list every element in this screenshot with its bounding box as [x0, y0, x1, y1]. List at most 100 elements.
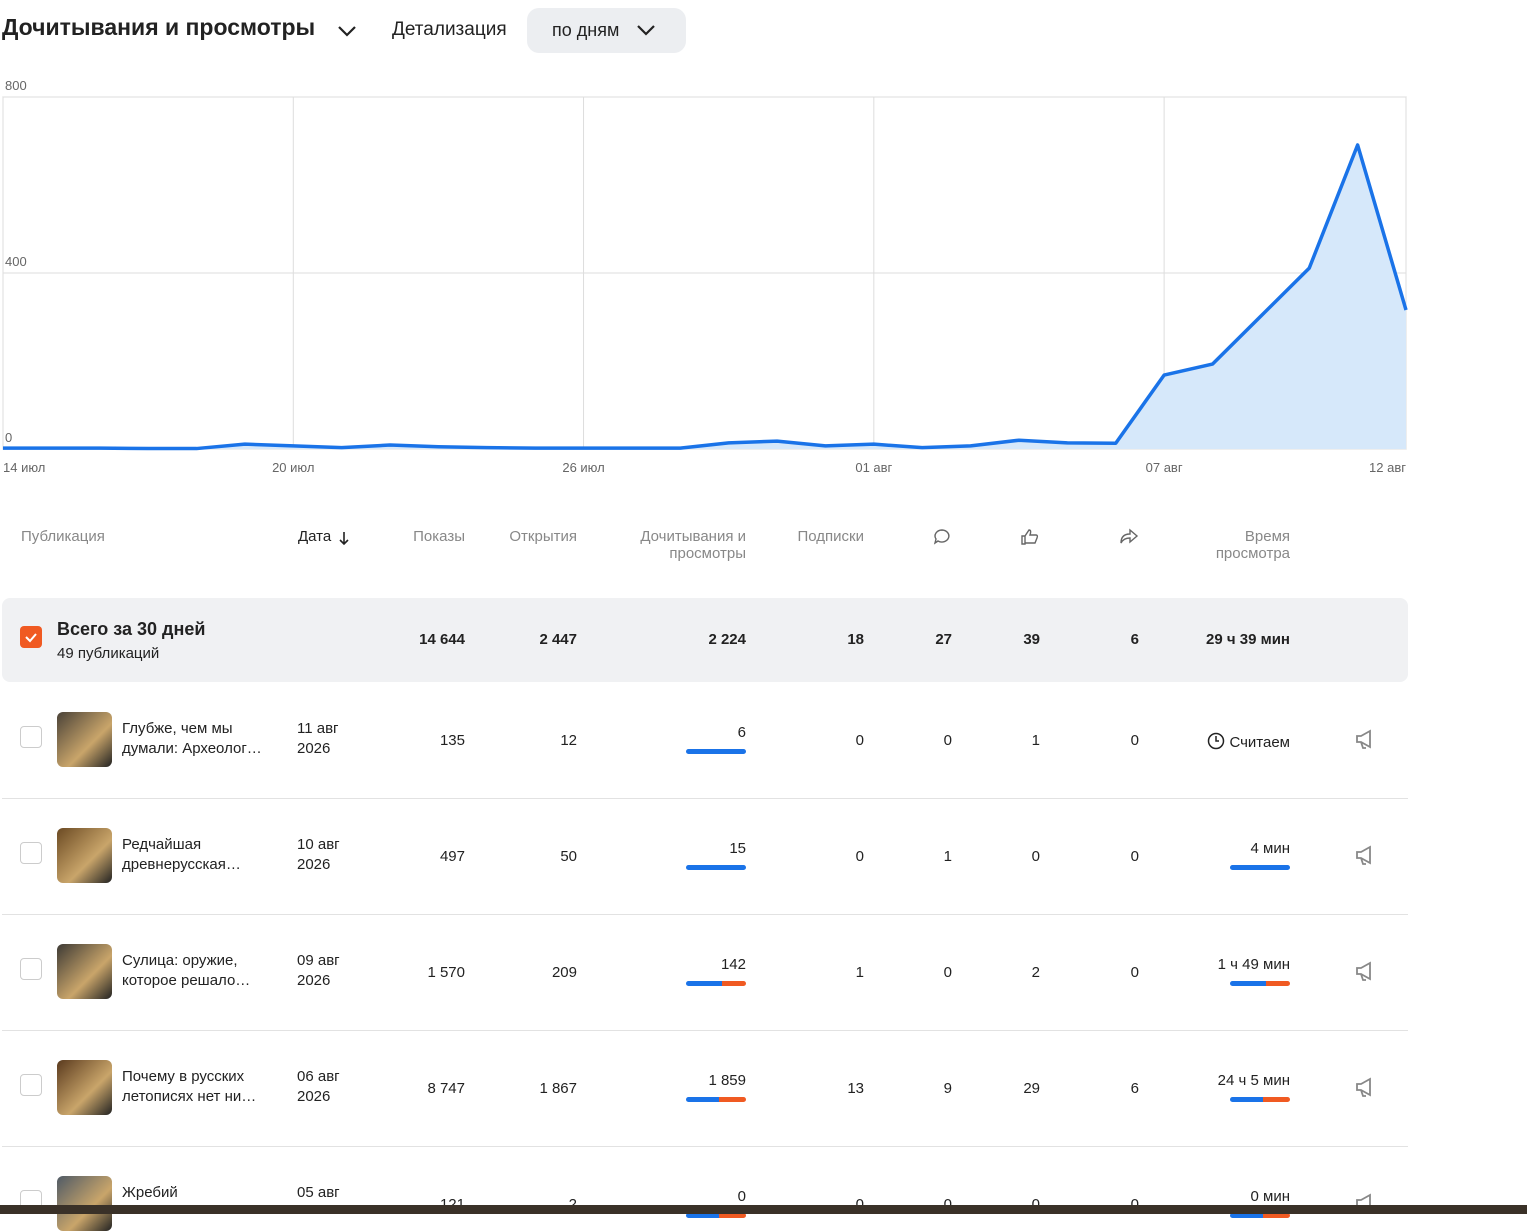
promote-icon[interactable]	[1354, 844, 1378, 866]
row-value: 0	[890, 1196, 1040, 1213]
column-header: Показы	[413, 528, 465, 545]
row-checkbox[interactable]	[20, 1074, 42, 1096]
row-value: 29	[1023, 1080, 1040, 1097]
thumbnail	[57, 828, 112, 883]
x-tick-label: 12 авг	[1369, 460, 1406, 475]
row-value: 0	[989, 1196, 1139, 1213]
publication-title[interactable]: Глубже, чем мы думали: Археолог…	[122, 720, 262, 757]
x-tick-label: 26 июл	[562, 460, 604, 475]
row-checkbox[interactable]	[20, 958, 42, 980]
row-value: 1 ч 49 мин	[1217, 956, 1290, 973]
publication-title[interactable]: Жребий	[122, 1184, 178, 1201]
total-row	[2, 598, 1408, 682]
row-value: 0	[1130, 732, 1139, 749]
row-value: 1 859	[708, 1072, 746, 1089]
row-value: 6	[1130, 1080, 1139, 1097]
row-value: 0	[714, 1196, 864, 1213]
row-value: 0	[943, 964, 952, 981]
row-value: 15	[729, 840, 746, 857]
publication-date: 11 авг 2026	[297, 720, 339, 757]
column-header: Дата	[298, 528, 332, 545]
row-value: 0	[943, 732, 952, 749]
total-checkbox[interactable]	[20, 626, 42, 648]
row-value: 1 867	[539, 1080, 577, 1097]
row-separator	[2, 798, 1408, 799]
row-value: 0	[1130, 964, 1139, 981]
row-separator	[2, 914, 1408, 915]
row-value: Считаем	[1140, 732, 1290, 751]
chart: 0 400 800 14 июл 20 июл 26 июл 01 авг 07 авг 12 …	[2, 78, 1408, 475]
x-tick-label: 07 авг	[1146, 460, 1183, 475]
total-value: 6	[1130, 631, 1139, 648]
total-sublabel: 49 публикаций	[57, 645, 160, 662]
title-chevron[interactable]	[336, 22, 358, 40]
progress-bar	[686, 749, 746, 754]
publication-title[interactable]: Редчайшая древнерусская…	[122, 836, 241, 873]
area	[3, 144, 1406, 449]
row-value: 1	[1031, 732, 1040, 749]
progress-bar	[686, 1097, 746, 1102]
row-value: 497	[439, 848, 465, 865]
publication-date: 09 авг 2026	[297, 952, 340, 989]
column-header: Подписки	[797, 528, 865, 545]
row-value: 13	[847, 1080, 864, 1097]
comments-icon	[933, 529, 950, 545]
row-separator	[2, 1146, 1408, 1147]
column-header: Открытия	[509, 528, 577, 545]
publication-title[interactable]: Сулица: оружие, которое решало…	[122, 952, 251, 989]
publication-title[interactable]: Почему в русских летописях нет ни…	[122, 1068, 257, 1105]
column-header: Публикация	[21, 528, 105, 545]
detail-value: по дням	[552, 20, 620, 40]
total-label: Всего за 30 дней	[57, 619, 206, 639]
row-value: 6	[737, 724, 746, 741]
publication-date: 10 авг 2026	[297, 836, 340, 873]
table: Публикация Дата Показы Открытия Дочитывания …	[0, 500, 1527, 1231]
row-checkbox[interactable]	[20, 842, 42, 864]
row-value: 4 мин	[1250, 840, 1291, 857]
row-value: 1	[855, 964, 864, 981]
detail-label: Детализация	[392, 19, 507, 40]
row-value: 8 747	[427, 1080, 465, 1097]
row-value: 0	[737, 1188, 746, 1205]
shares-icon	[1120, 528, 1139, 544]
thumbnail	[57, 1176, 112, 1231]
total-value: 14 644	[419, 631, 465, 648]
row-value: 9	[943, 1080, 952, 1097]
line	[3, 143, 1408, 451]
y-tick-label: 400	[5, 254, 27, 269]
row-value: 24 ч 5 мин	[1217, 1072, 1290, 1089]
total-value: 18	[847, 631, 864, 648]
sort-arrow[interactable]	[338, 531, 350, 547]
x-tick-label: 20 июл	[272, 460, 314, 475]
row-value: 2	[427, 1196, 577, 1213]
progress-bar	[686, 865, 746, 870]
detail-button[interactable]: по дням	[527, 8, 686, 53]
row-value: 50	[560, 848, 577, 865]
thumbnail	[57, 1060, 112, 1115]
promote-icon[interactable]	[1354, 1076, 1378, 1098]
row-value: 1 570	[427, 964, 465, 981]
total-value: 27	[935, 631, 952, 648]
thumbnail	[57, 944, 112, 999]
column-header: Дочитывания и просмотры	[640, 528, 746, 562]
total-value: 2 447	[539, 631, 577, 648]
row-value: 209	[551, 964, 577, 981]
row-value: 0	[855, 848, 864, 865]
row-checkbox[interactable]	[20, 726, 42, 748]
total-value: 2 224	[708, 631, 746, 648]
row-value: 2	[1031, 964, 1040, 981]
row-value: 12	[560, 732, 577, 749]
row-separator	[2, 1030, 1408, 1031]
publication-date: 06 авг 2026	[297, 1068, 340, 1105]
likes-icon	[1021, 529, 1039, 545]
promote-icon[interactable]	[1354, 960, 1378, 982]
row-value: 0	[855, 732, 864, 749]
row-value: 0	[802, 1196, 952, 1213]
promote-icon[interactable]	[1354, 728, 1378, 750]
row-value: 135	[439, 732, 465, 749]
row-value: 0	[1130, 848, 1139, 865]
row-value: 0	[1031, 848, 1040, 865]
progress-bar	[686, 981, 746, 986]
x-tick-label: 14 июл	[3, 460, 45, 475]
